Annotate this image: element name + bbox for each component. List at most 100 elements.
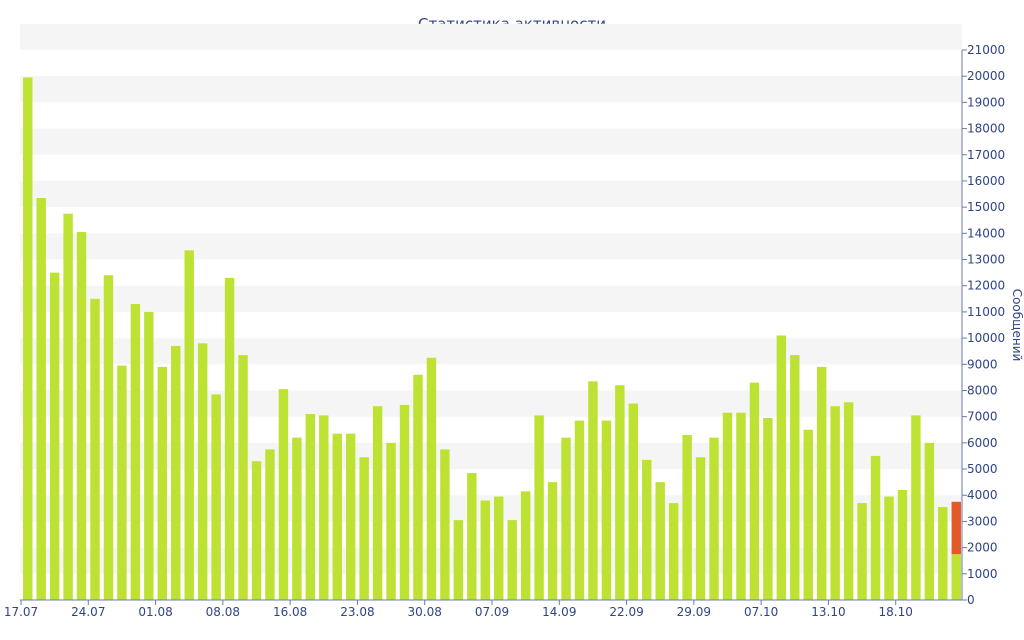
bar[interactable] — [655, 482, 665, 600]
bar[interactable] — [467, 472, 477, 600]
bar[interactable] — [144, 311, 154, 600]
y-tick-label: 18000 — [967, 122, 1005, 136]
bar[interactable] — [332, 433, 342, 600]
bar[interactable] — [561, 437, 571, 600]
bar[interactable] — [870, 455, 881, 600]
grid-band — [20, 76, 962, 103]
bar[interactable] — [897, 490, 908, 600]
grid-band — [20, 128, 962, 155]
bar[interactable] — [278, 389, 289, 600]
y-tick-label: 1000 — [967, 567, 998, 581]
x-tick-label: 30.08 — [408, 605, 442, 619]
y-tick-label: 0 — [967, 593, 975, 607]
y-tick-label: 9000 — [967, 357, 998, 371]
bar[interactable] — [413, 374, 423, 600]
bar[interactable] — [776, 335, 787, 600]
bar[interactable] — [211, 394, 221, 600]
bar[interactable] — [23, 77, 33, 601]
bar[interactable] — [601, 420, 612, 600]
bar[interactable] — [520, 491, 531, 600]
y-tick-label: 13000 — [967, 253, 1005, 267]
y-tick-label: 15000 — [967, 200, 1005, 214]
bar[interactable] — [749, 382, 760, 600]
x-tick-label: 07.10 — [744, 605, 778, 619]
bar[interactable] — [695, 457, 706, 600]
y-tick-label: 10000 — [967, 331, 1005, 345]
bar[interactable] — [117, 365, 127, 600]
grid-band — [20, 233, 962, 260]
x-tick-label: 23.08 — [340, 605, 374, 619]
bar[interactable] — [642, 459, 652, 600]
y-tick-label: 12000 — [967, 279, 1005, 293]
bar[interactable] — [709, 437, 719, 600]
bar[interactable] — [157, 366, 168, 600]
bar[interactable] — [843, 402, 854, 600]
bar[interactable] — [184, 250, 194, 600]
bar[interactable] — [103, 275, 114, 600]
y-tick-label: 2000 — [967, 541, 998, 555]
bar[interactable] — [238, 355, 248, 600]
bar[interactable] — [615, 385, 625, 600]
bar[interactable] — [224, 277, 235, 600]
x-tick-label: 18.10 — [879, 605, 913, 619]
bar[interactable] — [884, 496, 894, 600]
x-tick-label: 01.08 — [138, 605, 172, 619]
bar[interactable] — [197, 343, 208, 600]
bar[interactable] — [682, 435, 692, 600]
bar-highlight-segment[interactable] — [951, 501, 961, 555]
bar[interactable] — [790, 355, 800, 600]
bar[interactable] — [49, 272, 60, 600]
grid-band — [20, 180, 962, 208]
y-tick-label: 17000 — [967, 148, 1005, 162]
bar[interactable] — [763, 417, 773, 600]
bar[interactable] — [830, 406, 840, 600]
bar[interactable] — [76, 232, 87, 600]
x-tick-label: 13.10 — [811, 605, 845, 619]
bar[interactable] — [345, 433, 356, 600]
x-tick-label: 24.07 — [71, 605, 105, 619]
bar[interactable] — [426, 357, 437, 600]
bar[interactable] — [857, 503, 867, 600]
bar[interactable] — [399, 404, 410, 600]
bar[interactable] — [130, 304, 141, 600]
bar[interactable] — [171, 345, 181, 600]
bar[interactable] — [453, 520, 464, 600]
bar[interactable] — [668, 503, 679, 600]
bars-group — [23, 77, 961, 601]
bar[interactable] — [63, 213, 73, 600]
bar[interactable] — [816, 366, 827, 600]
bar[interactable] — [372, 406, 383, 600]
bar[interactable] — [480, 500, 490, 600]
bar[interactable] — [628, 403, 639, 600]
bar[interactable] — [36, 197, 46, 600]
bar[interactable] — [90, 298, 100, 600]
bar[interactable] — [507, 520, 517, 600]
bar[interactable] — [292, 437, 302, 600]
bar[interactable] — [265, 449, 275, 600]
bar[interactable] — [938, 507, 948, 600]
bar[interactable] — [722, 412, 733, 600]
bar[interactable] — [803, 429, 813, 600]
bar[interactable] — [251, 461, 262, 600]
bar[interactable] — [359, 457, 369, 600]
bar[interactable] — [547, 482, 558, 600]
bar[interactable] — [911, 415, 921, 600]
bar[interactable] — [736, 412, 746, 600]
bar[interactable] — [588, 381, 598, 600]
bar[interactable] — [534, 415, 544, 600]
bar[interactable] — [386, 442, 396, 600]
bar[interactable] — [494, 496, 504, 600]
bar[interactable] — [319, 415, 329, 600]
bar[interactable] — [440, 449, 450, 600]
bar[interactable] — [951, 554, 961, 600]
x-tick-label: 22.09 — [609, 605, 643, 619]
x-tick-label: 16.08 — [273, 605, 307, 619]
bar[interactable] — [574, 420, 585, 600]
bar[interactable] — [305, 414, 316, 600]
grid-band — [20, 285, 962, 312]
y-tick-label: 4000 — [967, 488, 998, 502]
y-tick-label: 21000 — [967, 43, 1005, 57]
bar[interactable] — [924, 442, 935, 600]
y-tick-label: 5000 — [967, 462, 998, 476]
y-tick-label: 16000 — [967, 174, 1005, 188]
